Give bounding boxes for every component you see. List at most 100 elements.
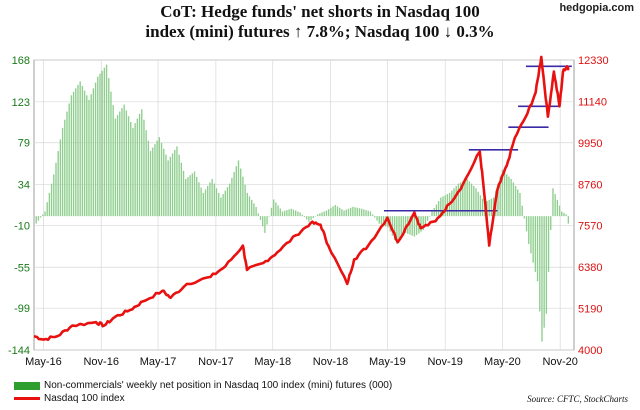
net-position-bar <box>334 205 336 217</box>
right-tick-label: 7570 <box>578 221 602 233</box>
net-position-bar <box>193 171 196 217</box>
net-position-bar <box>393 216 396 240</box>
net-position-bar <box>264 216 266 233</box>
right-tick-label: 8760 <box>578 179 602 191</box>
net-position-bar <box>561 211 563 217</box>
net-position-bar <box>248 196 251 217</box>
net-position-bar <box>132 127 134 217</box>
x-tick-label: Nov-16 <box>83 356 118 368</box>
net-position-bar <box>528 216 530 245</box>
net-position-bar <box>77 84 79 217</box>
net-position-bar <box>266 216 268 225</box>
net-position-bar <box>488 199 490 217</box>
net-position-bar <box>415 216 418 235</box>
net-position-bar <box>422 216 424 231</box>
net-position-bar <box>147 140 150 217</box>
left-tick-label: 168 <box>12 55 30 67</box>
net-position-bar <box>565 214 567 217</box>
net-position-bar <box>105 64 108 217</box>
net-position-bar <box>114 118 117 217</box>
net-position-bar <box>501 169 504 217</box>
net-position-bar <box>369 211 372 217</box>
net-position-bar <box>473 185 475 217</box>
left-tick-label: -10 <box>14 220 30 232</box>
net-position-bar <box>420 216 422 232</box>
net-position-bar <box>563 212 565 217</box>
net-position-bar <box>354 207 356 217</box>
net-position-bar <box>196 176 198 217</box>
net-position-bar <box>316 214 319 217</box>
net-position-bar <box>378 216 380 224</box>
net-position-bar <box>136 118 139 217</box>
net-position-bar <box>411 216 413 236</box>
net-position-bar <box>255 206 257 217</box>
net-position-bar <box>464 180 466 217</box>
net-position-bar <box>308 216 310 222</box>
net-position-bar <box>503 172 506 217</box>
net-position-bar <box>268 216 270 217</box>
net-position-bar <box>103 67 106 217</box>
annotation-layer <box>383 65 572 212</box>
net-position-bar <box>152 147 154 217</box>
net-position-bar <box>244 184 246 217</box>
net-position-bar <box>112 105 114 217</box>
left-tick-label: -144 <box>8 345 30 357</box>
net-position-bar <box>79 81 81 217</box>
right-tick-label: 6380 <box>578 262 602 274</box>
net-position-bar <box>468 181 471 217</box>
net-position-bar <box>262 216 264 227</box>
net-position-bar <box>145 130 147 217</box>
net-position-bar <box>539 216 541 312</box>
net-position-bar <box>367 210 369 217</box>
net-position-bar <box>229 183 231 217</box>
net-position-bar <box>376 216 378 221</box>
net-position-bar <box>222 194 224 217</box>
net-position-bar <box>163 148 165 217</box>
chart-title-line-2: index (mini) futures ↑ 7.8%; Nasdaq 100 … <box>145 22 495 41</box>
net-position-bar <box>235 166 237 217</box>
net-position-bar <box>180 162 183 217</box>
net-position-bar <box>310 216 312 220</box>
net-position-bar <box>92 88 95 217</box>
net-position-bar <box>358 208 361 217</box>
x-tick-label: May-19 <box>369 356 406 368</box>
net-position-bar <box>288 209 290 217</box>
net-position-bar <box>466 178 468 217</box>
net-position-bar <box>90 94 92 217</box>
net-position-bar <box>305 216 308 220</box>
net-position-bar <box>68 103 70 217</box>
net-position-bar <box>59 139 62 217</box>
net-position-bar <box>536 216 539 282</box>
net-position-bar <box>257 213 259 217</box>
net-position-bar <box>44 211 46 217</box>
net-position-bar <box>50 183 53 217</box>
left-tick-label: -99 <box>14 303 30 315</box>
net-position-bar <box>437 201 440 217</box>
net-position-bar <box>481 198 484 217</box>
net-position-bar <box>556 199 559 217</box>
net-position-bar <box>374 216 376 218</box>
right-tick-label: 9950 <box>578 138 602 150</box>
left-tick-label: 34 <box>18 180 30 192</box>
net-position-bar <box>37 216 40 221</box>
net-position-bar <box>545 216 548 314</box>
net-position-bar <box>240 168 242 217</box>
net-position-bar <box>349 207 352 217</box>
net-position-bar <box>558 205 561 217</box>
net-position-bar <box>119 111 121 217</box>
net-position-bar <box>281 211 284 217</box>
net-position-bar <box>218 192 220 217</box>
net-position-bar <box>424 216 427 226</box>
watermark: hedgopia.com <box>559 2 634 14</box>
net-position-bar <box>363 209 365 217</box>
net-position-bar <box>297 211 299 217</box>
net-position-bar <box>171 153 174 217</box>
net-position-bar <box>189 175 191 217</box>
net-position-bar <box>169 156 172 217</box>
legend-swatch-line <box>14 397 40 400</box>
net-position-bar <box>301 214 303 217</box>
net-position-bar <box>341 209 343 217</box>
net-position-bar <box>185 178 187 217</box>
net-position-bar <box>75 88 77 217</box>
net-position-bar <box>402 216 405 236</box>
